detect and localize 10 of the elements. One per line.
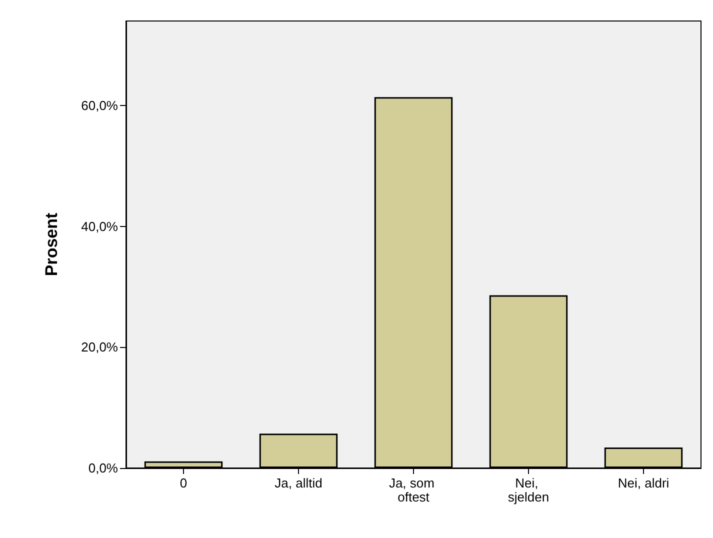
y-tick-label: 0,0% [88,460,118,476]
x-tick-label: Nei, aldri [618,476,670,490]
x-tick-label: Ja, som oftest [388,476,438,504]
y-axis-title: Prosent [42,212,61,276]
y-tick-label: 60,0% [81,98,118,114]
x-tick-label: Ja, alltid [274,476,322,490]
x-tick-label: 0 [180,476,188,490]
y-tick-label: 40,0% [81,218,118,234]
y-tick-label: 20,0% [81,340,118,355]
x-tick-label: Nei, sjelden [508,476,550,504]
